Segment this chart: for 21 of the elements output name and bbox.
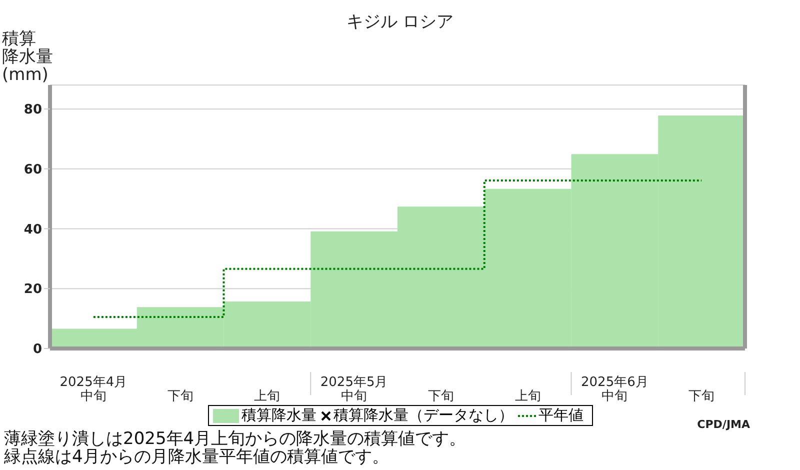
y-tick-label: 20 — [24, 282, 42, 298]
x-tick-label: 上旬 — [254, 389, 280, 404]
x-tick-label: 上旬 — [514, 389, 541, 404]
y-tick-label: 60 — [24, 162, 42, 178]
x-tick-label: 下旬 — [428, 389, 454, 404]
text: CPD/JMA — [697, 418, 750, 431]
text: 薄緑塗り潰しは2025年4月上旬からの降水量の積算値です。 — [4, 429, 466, 449]
y-axis-title: 積算降水量(mm) — [2, 29, 53, 85]
x-tick-label: 2025年6月中旬 — [581, 375, 648, 404]
x-tick-label: 2025年4月中旬 — [60, 375, 128, 404]
legend-label: 積算降水量（データなし） — [334, 406, 514, 425]
x-tick-label: 下旬 — [167, 389, 194, 404]
chart-title: キジル ロシア — [346, 12, 454, 32]
x-tick-label: 2025年5月中旬 — [320, 375, 388, 404]
legend-label: 平年値 — [538, 406, 584, 425]
y-tick-label: 40 — [24, 222, 42, 238]
text: 緑点線は4月からの月降水量平年値の積算値です。 — [4, 447, 390, 467]
legend-label: 積算降水量 — [242, 406, 316, 425]
x-tick-label: 下旬 — [688, 389, 715, 404]
y-tick-label: 80 — [24, 102, 42, 118]
y-tick-label: 0 — [32, 342, 42, 358]
